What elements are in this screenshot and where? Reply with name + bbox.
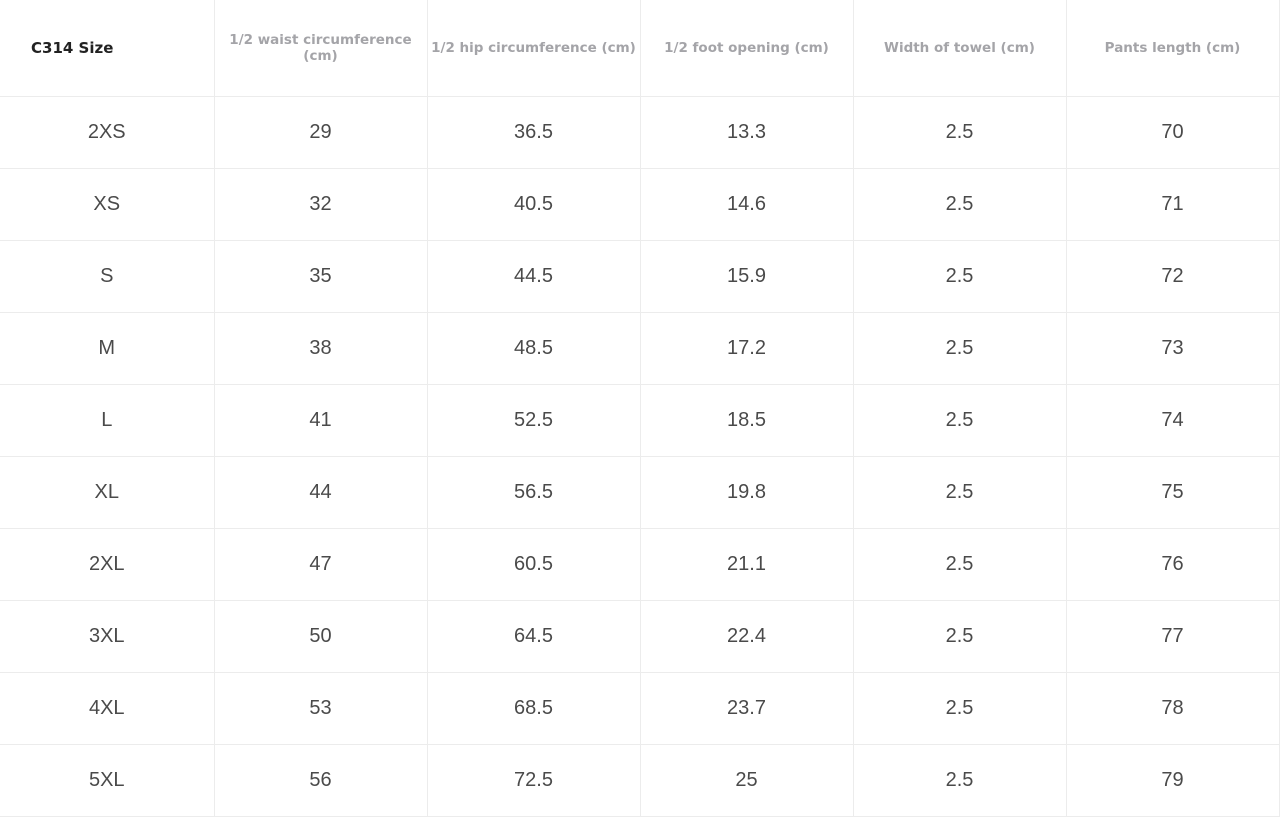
value-cell: 35 — [213, 240, 428, 313]
value-cell: 40.5 — [426, 168, 641, 241]
header-cell: C314 Size — [0, 0, 215, 97]
value-cell: 41 — [213, 384, 428, 457]
table-row: 2XL 47 60.5 21.1 2.5 76 — [0, 528, 1280, 601]
value-cell: 71 — [1065, 168, 1280, 241]
value-cell: 2.5 — [852, 528, 1067, 601]
table-row: XS 32 40.5 14.6 2.5 71 — [0, 168, 1280, 241]
size-cell: 3XL — [0, 600, 215, 673]
value-cell: 72 — [1065, 240, 1280, 313]
size-cell: S — [0, 240, 215, 313]
value-cell: 13.3 — [639, 96, 854, 169]
table-row: S 35 44.5 15.9 2.5 72 — [0, 240, 1280, 313]
value-cell: 74 — [1065, 384, 1280, 457]
value-cell: 56.5 — [426, 456, 641, 529]
value-cell: 50 — [213, 600, 428, 673]
value-cell: 29 — [213, 96, 428, 169]
size-cell: 2XS — [0, 96, 215, 169]
header-cell: 1/2 waist circumference (cm) — [213, 0, 428, 97]
value-cell: 56 — [213, 744, 428, 817]
table-row: L 41 52.5 18.5 2.5 74 — [0, 384, 1280, 457]
value-cell: 79 — [1065, 744, 1280, 817]
value-cell: 76 — [1065, 528, 1280, 601]
value-cell: 25 — [639, 744, 854, 817]
header-cell: Width of towel (cm) — [852, 0, 1067, 97]
size-cell: 5XL — [0, 744, 215, 817]
value-cell: 2.5 — [852, 240, 1067, 313]
value-cell: 2.5 — [852, 96, 1067, 169]
value-cell: 21.1 — [639, 528, 854, 601]
value-cell: 19.8 — [639, 456, 854, 529]
value-cell: 32 — [213, 168, 428, 241]
value-cell: 73 — [1065, 312, 1280, 385]
value-cell: 47 — [213, 528, 428, 601]
header-cell: Pants length (cm) — [1065, 0, 1280, 97]
value-cell: 52.5 — [426, 384, 641, 457]
header-row: C314 Size 1/2 waist circumference (cm) 1/2… — [0, 0, 1280, 97]
value-cell: 77 — [1065, 600, 1280, 673]
value-cell: 2.5 — [852, 672, 1067, 745]
table-row: 3XL 50 64.5 22.4 2.5 77 — [0, 600, 1280, 673]
size-cell: M — [0, 312, 215, 385]
size-cell: L — [0, 384, 215, 457]
value-cell: 2.5 — [852, 456, 1067, 529]
value-cell: 78 — [1065, 672, 1280, 745]
value-cell: 23.7 — [639, 672, 854, 745]
table-row: XL 44 56.5 19.8 2.5 75 — [0, 456, 1280, 529]
value-cell: 44.5 — [426, 240, 641, 313]
size-cell: 2XL — [0, 528, 215, 601]
value-cell: 2.5 — [852, 312, 1067, 385]
value-cell: 72.5 — [426, 744, 641, 817]
value-cell: 64.5 — [426, 600, 641, 673]
size-cell: 4XL — [0, 672, 215, 745]
header-cell: 1/2 foot opening (cm) — [639, 0, 854, 97]
value-cell: 22.4 — [639, 600, 854, 673]
value-cell: 2.5 — [852, 744, 1067, 817]
value-cell: 38 — [213, 312, 428, 385]
size-cell: XL — [0, 456, 215, 529]
value-cell: 2.5 — [852, 168, 1067, 241]
value-cell: 60.5 — [426, 528, 641, 601]
value-cell: 36.5 — [426, 96, 641, 169]
value-cell: 70 — [1065, 96, 1280, 169]
value-cell: 68.5 — [426, 672, 641, 745]
value-cell: 44 — [213, 456, 428, 529]
header-cell: 1/2 hip circumference (cm) — [426, 0, 641, 97]
size-cell: XS — [0, 168, 215, 241]
table-row: M 38 48.5 17.2 2.5 73 — [0, 312, 1280, 385]
value-cell: 53 — [213, 672, 428, 745]
table-row: 5XL 56 72.5 25 2.5 79 — [0, 744, 1280, 817]
table-row: 2XS 29 36.5 13.3 2.5 70 — [0, 96, 1280, 169]
value-cell: 2.5 — [852, 600, 1067, 673]
value-cell: 17.2 — [639, 312, 854, 385]
value-cell: 18.5 — [639, 384, 854, 457]
value-cell: 2.5 — [852, 384, 1067, 457]
value-cell: 14.6 — [639, 168, 854, 241]
value-cell: 75 — [1065, 456, 1280, 529]
table-row: 4XL 53 68.5 23.7 2.5 78 — [0, 672, 1280, 745]
value-cell: 48.5 — [426, 312, 641, 385]
value-cell: 15.9 — [639, 240, 854, 313]
